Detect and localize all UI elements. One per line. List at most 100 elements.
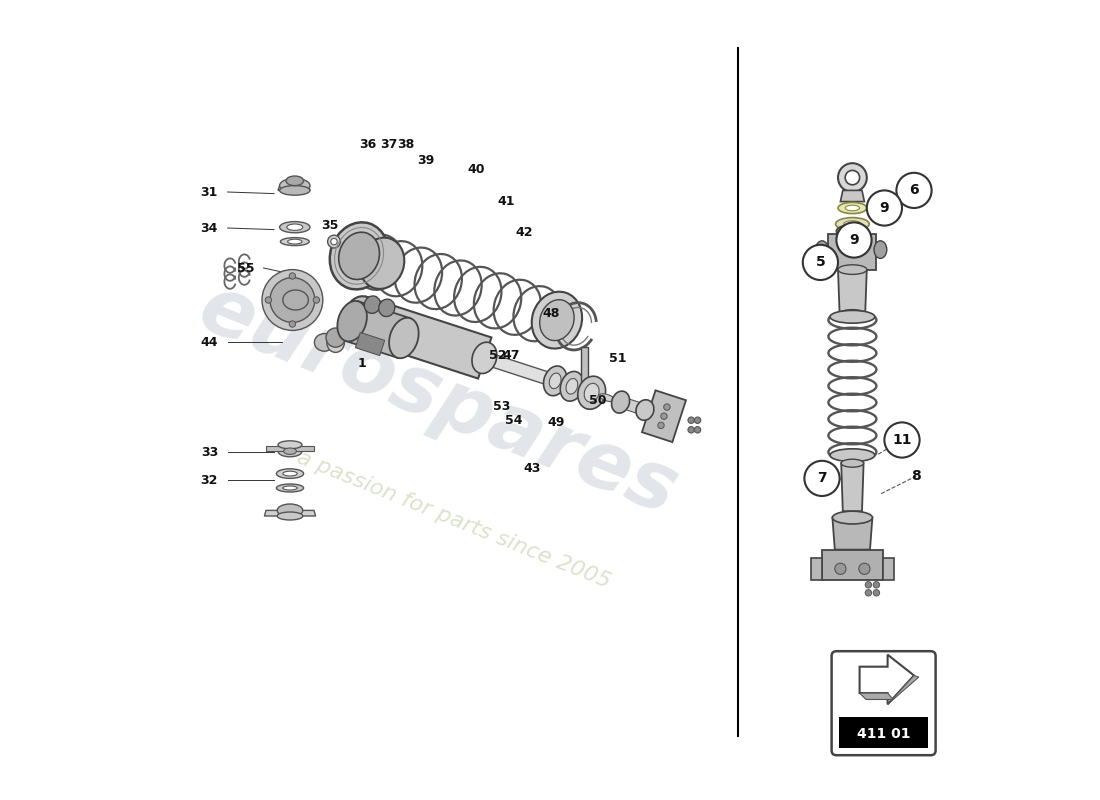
Text: 43: 43 — [524, 462, 541, 474]
Ellipse shape — [636, 400, 653, 420]
Circle shape — [873, 582, 880, 588]
Circle shape — [663, 404, 670, 410]
Ellipse shape — [836, 225, 868, 238]
Ellipse shape — [279, 222, 310, 233]
Polygon shape — [842, 463, 864, 511]
Ellipse shape — [836, 218, 869, 230]
Circle shape — [688, 426, 694, 433]
Ellipse shape — [338, 301, 367, 342]
Text: 55: 55 — [236, 262, 254, 274]
Ellipse shape — [343, 296, 376, 338]
Ellipse shape — [283, 486, 297, 490]
Circle shape — [873, 590, 880, 596]
Circle shape — [836, 222, 871, 258]
Ellipse shape — [278, 441, 303, 449]
Circle shape — [694, 417, 701, 423]
Text: 53: 53 — [493, 400, 510, 413]
Polygon shape — [833, 518, 872, 550]
Polygon shape — [811, 558, 822, 580]
Ellipse shape — [844, 221, 861, 227]
Ellipse shape — [378, 299, 395, 317]
Ellipse shape — [287, 239, 303, 244]
Circle shape — [262, 270, 322, 330]
Circle shape — [867, 190, 902, 226]
Text: 54: 54 — [505, 414, 522, 426]
Polygon shape — [278, 186, 310, 190]
Text: 8: 8 — [912, 469, 922, 483]
Ellipse shape — [560, 371, 583, 401]
Polygon shape — [859, 654, 914, 704]
Circle shape — [289, 321, 296, 327]
Polygon shape — [266, 446, 314, 451]
Ellipse shape — [330, 222, 388, 290]
Text: 37: 37 — [379, 138, 397, 150]
Ellipse shape — [283, 471, 297, 476]
Text: 40: 40 — [468, 163, 485, 176]
Text: 411 01: 411 01 — [857, 727, 911, 741]
Circle shape — [265, 297, 272, 303]
Ellipse shape — [830, 449, 874, 462]
Text: 33: 33 — [200, 446, 218, 458]
Ellipse shape — [315, 334, 334, 351]
Ellipse shape — [830, 310, 874, 323]
Ellipse shape — [540, 300, 574, 341]
Text: 9: 9 — [880, 201, 889, 215]
Polygon shape — [353, 297, 492, 378]
Circle shape — [658, 422, 664, 429]
Ellipse shape — [277, 504, 302, 517]
Ellipse shape — [584, 383, 600, 402]
Ellipse shape — [833, 511, 872, 524]
Polygon shape — [859, 693, 893, 699]
Text: 1: 1 — [358, 358, 366, 370]
Ellipse shape — [543, 366, 566, 396]
Text: 50: 50 — [590, 394, 607, 406]
Polygon shape — [840, 190, 865, 202]
Circle shape — [688, 417, 694, 423]
Circle shape — [803, 245, 838, 280]
Ellipse shape — [284, 448, 296, 454]
Circle shape — [866, 590, 871, 596]
Circle shape — [804, 461, 839, 496]
Text: 34: 34 — [200, 222, 218, 234]
Ellipse shape — [287, 224, 303, 230]
Circle shape — [661, 413, 667, 419]
Text: 44: 44 — [200, 336, 218, 349]
Polygon shape — [828, 234, 877, 270]
Ellipse shape — [279, 178, 310, 193]
Circle shape — [859, 563, 870, 574]
Ellipse shape — [531, 292, 582, 349]
Text: 7: 7 — [817, 471, 827, 486]
Text: 9: 9 — [849, 233, 859, 247]
Circle shape — [866, 582, 871, 588]
Circle shape — [845, 170, 859, 185]
Ellipse shape — [276, 484, 304, 492]
Ellipse shape — [280, 238, 309, 246]
Polygon shape — [345, 302, 410, 358]
Text: 47: 47 — [503, 350, 520, 362]
Ellipse shape — [327, 333, 344, 352]
Polygon shape — [581, 346, 587, 382]
Ellipse shape — [842, 459, 864, 467]
Text: 5: 5 — [815, 255, 825, 270]
Ellipse shape — [600, 394, 615, 402]
Circle shape — [884, 422, 920, 458]
Text: a passion for parts since 2005: a passion for parts since 2005 — [295, 448, 614, 592]
Text: 49: 49 — [548, 416, 565, 429]
Circle shape — [694, 426, 701, 433]
Ellipse shape — [612, 391, 629, 413]
Ellipse shape — [838, 265, 867, 274]
Ellipse shape — [472, 342, 497, 374]
Text: 6: 6 — [910, 183, 918, 198]
Text: eurospares: eurospares — [187, 269, 689, 531]
Polygon shape — [642, 390, 686, 442]
Circle shape — [328, 235, 340, 248]
Polygon shape — [620, 398, 647, 415]
Text: 31: 31 — [200, 186, 218, 198]
Text: 52: 52 — [490, 350, 507, 362]
Circle shape — [896, 173, 932, 208]
Ellipse shape — [364, 296, 381, 314]
Text: 41: 41 — [497, 195, 515, 208]
Ellipse shape — [838, 202, 867, 214]
Ellipse shape — [845, 206, 859, 210]
Ellipse shape — [544, 369, 565, 393]
